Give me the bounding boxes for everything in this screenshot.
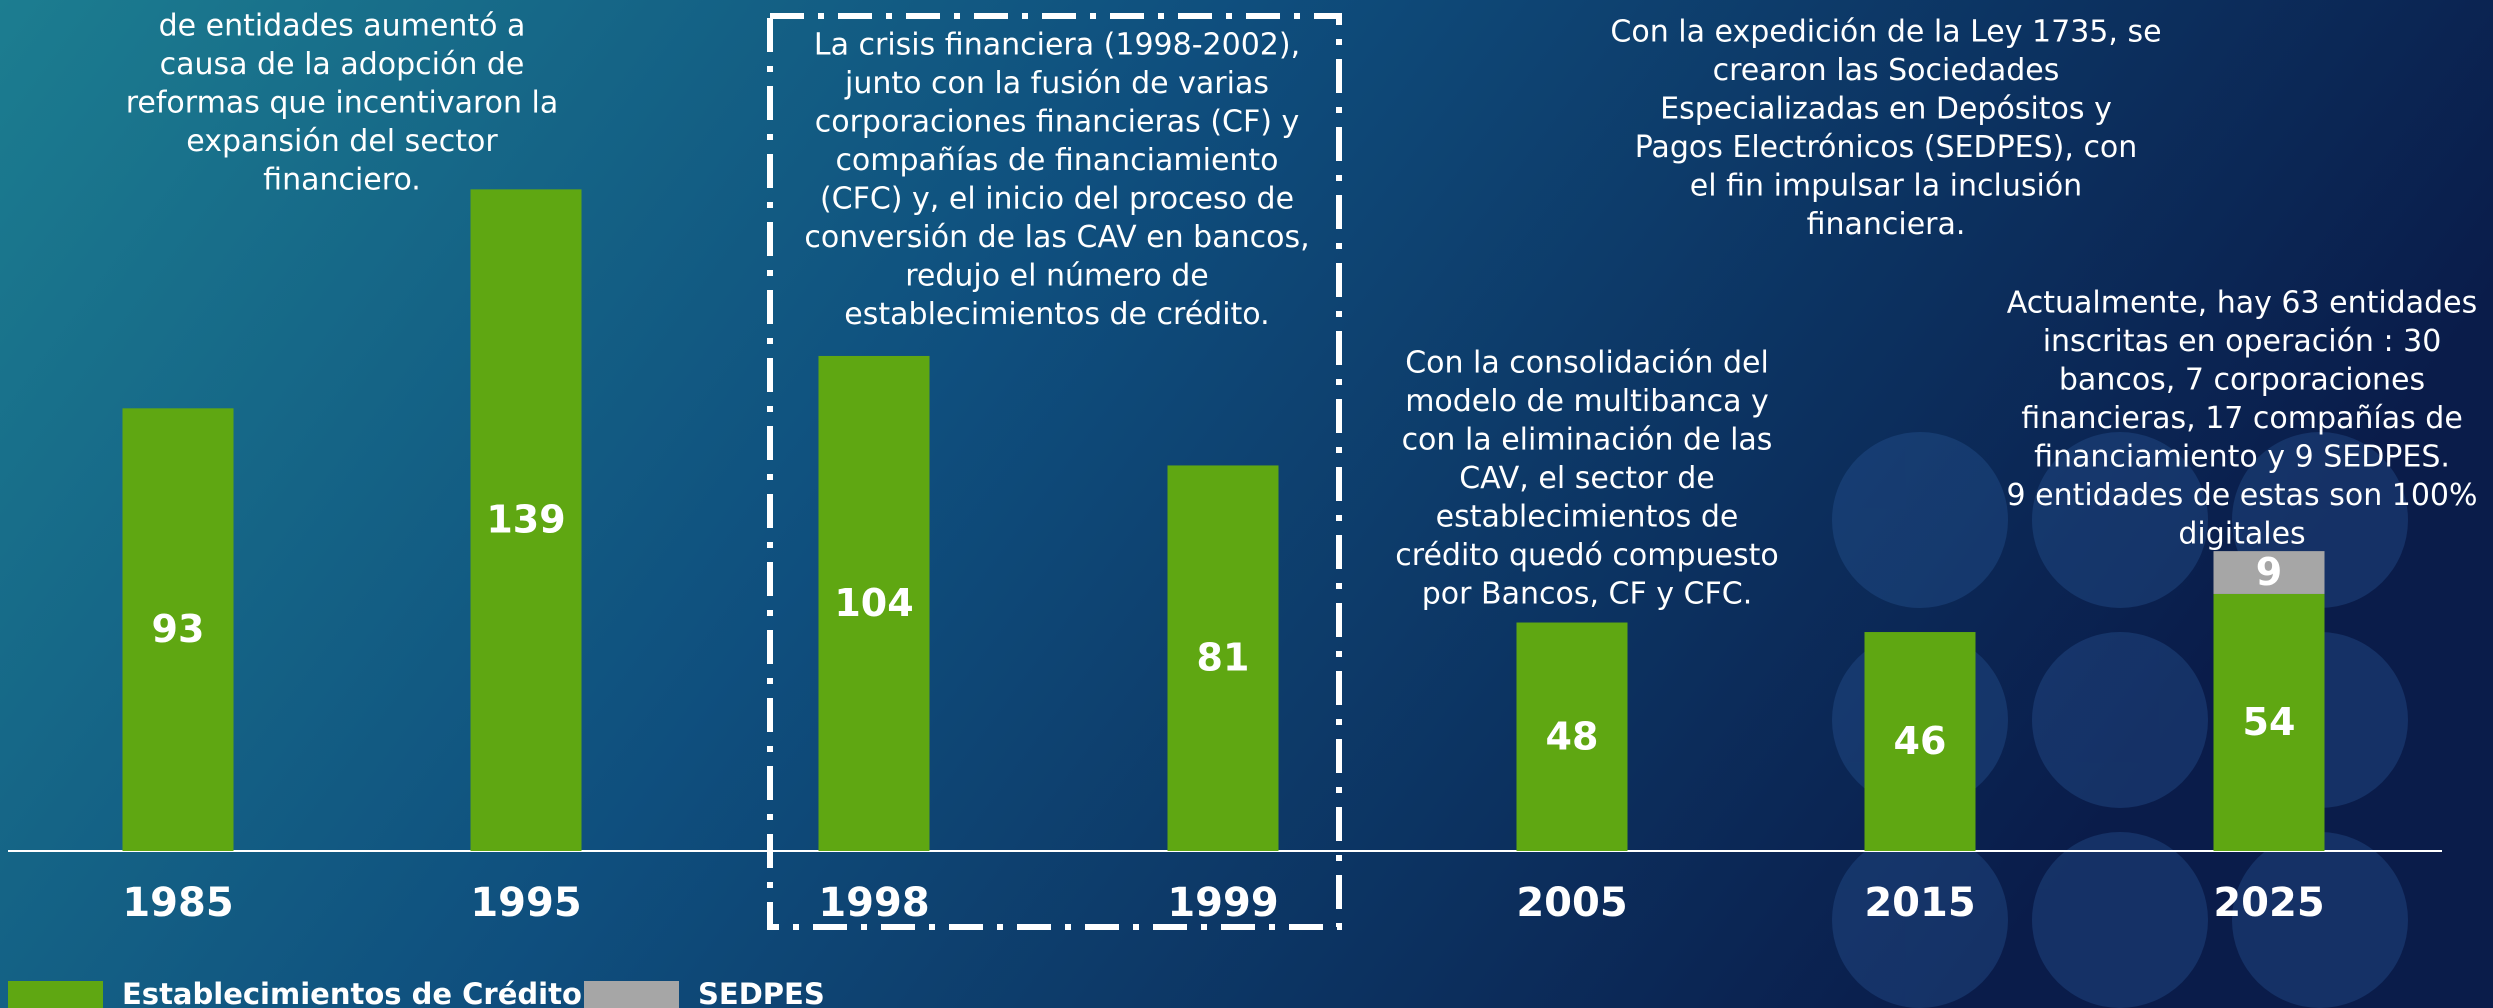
value-label: 93 [152,607,205,651]
annotation-line: corporaciones financieras (CF) y [815,105,1300,140]
annotation-line: modelo de multibanca y [1405,384,1769,419]
annotation-line: establecimientos de crédito. [844,297,1269,332]
annotation-line: bancos, 7 corporaciones [2059,363,2425,398]
annotation-line: crearon las Sociedades [1713,53,2060,88]
annotation-line: redujo el número de [905,259,1209,294]
annotation-line: 9 entidades de estas son 100% [2006,478,2477,513]
value-label: 46 [1894,719,1947,763]
legend-swatch [584,981,679,1008]
value-label: 9 [2256,550,2282,594]
annotation-line: compañías de financiamiento [835,143,1278,178]
annotation-line: establecimientos de [1436,500,1739,535]
bar [470,189,582,852]
annotation-line: reformas que incentivaron la [126,86,559,121]
bar [2213,551,2325,594]
bar [2213,593,2325,851]
annotation-line: (CFC) y, el inicio del proceso de [820,182,1294,217]
highlight-box [767,13,1342,930]
annotation-line: causa de la adopción de [160,47,525,82]
annotation-line: CAV, el sector de [1459,461,1715,496]
legend-label: Establecimientos de Crédito [122,977,582,1008]
annotation-line: junto con la fusión de varias [844,66,1269,101]
value-label: 81 [1197,636,1250,680]
annotation-line: Especializadas en Depósitos y [1660,92,2112,127]
x-tick-label: 2005 [1516,880,1627,926]
bar [1167,465,1279,851]
bar [1864,632,1976,851]
x-tick-label: 1985 [122,880,233,926]
annotation-line: inscritas en operación : 30 [2043,324,2442,359]
annotation-line: Con la consolidación del [1405,346,1769,381]
x-tick-label: 2025 [2213,880,2324,926]
annotation-line: expansión del sector [186,124,498,159]
annotation-line: el fin impulsar la inclusión [1690,169,2082,204]
annotation-line: Actualmente, hay 63 entidades [2007,286,2478,321]
x-tick-label: 2015 [1864,880,1975,926]
annotation-line: Con la expedición de la Ley 1735, se [1610,15,2161,50]
annotation-line: con la eliminación de las [1402,423,1773,458]
annotation-line: conversión de las CAV en bancos, [804,220,1309,255]
decorative-circles [1832,432,2408,1008]
annotation-line: La crisis financiera (1998-2002), [814,28,1300,63]
legend-swatch [8,981,103,1008]
x-tick-label: 1995 [470,880,581,926]
annotation-line: digitales [2178,517,2305,552]
value-label: 54 [2243,700,2296,744]
annotation-line: financiamiento y 9 SEDPES. [2034,440,2450,475]
annotation-line: de entidades aumentó a [159,9,526,44]
bar [1516,622,1628,851]
annotation-line: Pagos Electrónicos (SEDPES), con [1635,130,2138,165]
annotation-line: financiera. [1807,207,1966,242]
annotation-line: crédito quedó compuesto [1395,538,1778,573]
legend-label: SEDPES [698,977,825,1008]
x-tick-label: 1999 [1167,880,1278,926]
bar [818,355,930,851]
value-label: 139 [486,498,565,542]
value-label: 104 [834,581,913,625]
annotation-line: por Bancos, CF y CFC. [1422,577,1753,612]
x-tick-label: 1998 [818,880,929,926]
annotation-line: financieras, 17 compañías de [2021,401,2463,436]
value-label: 48 [1546,714,1599,758]
bar [122,408,234,851]
annotation-line: financiero. [263,163,421,198]
